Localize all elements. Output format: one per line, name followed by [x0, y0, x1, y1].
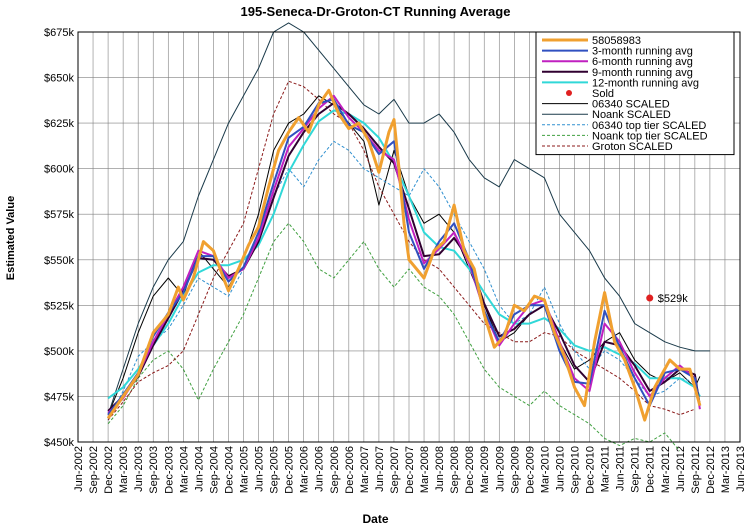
legend-label: 9-month running avg: [592, 67, 693, 79]
y-tick-label: $575k: [44, 209, 74, 221]
chart-title: 195-Seneca-Dr-Groton-CT Running Average: [240, 4, 511, 19]
legend-label: 06340 top tier SCALED: [592, 120, 706, 132]
legend-label: Noank top tier SCALED: [592, 130, 708, 142]
x-tick-label: Mar-2013: [720, 446, 732, 493]
x-tick-label: Dec-2004: [223, 446, 235, 494]
x-tick-label: Jun-2006: [314, 446, 326, 492]
series-line: [107, 94, 701, 414]
x-axis-ticks: Jun-2002 Sep-2002 Dec-2002 Mar-2003 Jun-2003…: [73, 446, 747, 494]
y-tick-label: $450k: [44, 437, 74, 449]
x-tick-label: Mar-2006: [299, 446, 311, 493]
x-tick-label: Sep-2007: [389, 446, 401, 494]
y-tick-label: $550k: [44, 255, 74, 267]
x-tick-label: Mar-2007: [359, 446, 371, 493]
x-tick-label: Jun-2009: [494, 446, 506, 492]
legend-label: 3-month running avg: [592, 46, 693, 58]
x-tick-label: Jun-2002: [73, 446, 85, 492]
x-axis-label: Date: [362, 512, 389, 526]
legend-label: 6-month running avg: [592, 56, 693, 68]
x-tick-label: Jun-2007: [374, 446, 386, 492]
y-axis-ticks: $450k $475k $500k $525k $550k $575k $600k $625k…: [44, 27, 74, 449]
y-tick-label: $600k: [44, 164, 74, 176]
x-tick-label: Jun-2005: [254, 446, 266, 492]
legend-label: 06340 SCALED: [592, 99, 670, 111]
x-tick-label: Mar-2011: [600, 446, 612, 492]
y-tick-label: $475k: [44, 391, 74, 403]
legend-label: Noank SCALED: [592, 109, 671, 121]
x-tick-label: Dec-2003: [163, 446, 175, 494]
x-tick-label: Sep-2003: [148, 446, 160, 494]
legend-label: Sold: [592, 88, 614, 100]
series-line: [107, 80, 696, 421]
x-tick-label: Dec-2011: [645, 446, 657, 493]
x-tick-label: Mar-2005: [239, 446, 251, 493]
legend-label: 58058983: [592, 35, 641, 47]
sold-markers: $529k: [646, 293, 688, 305]
series-line: [107, 222, 681, 452]
sold-point: [646, 294, 654, 302]
x-tick-label: Sep-2002: [88, 446, 100, 494]
x-tick-label: Mar-2004: [178, 446, 190, 493]
x-tick-label: Dec-2002: [103, 446, 115, 494]
x-tick-label: Dec-2010: [585, 446, 597, 494]
x-tick-label: Sep-2012: [690, 446, 702, 494]
legend-label: 12-month running avg: [592, 77, 699, 89]
x-tick-label: Jun-2013: [735, 446, 747, 492]
legend-swatch: [566, 90, 572, 96]
x-tick-label: Mar-2012: [660, 446, 672, 493]
plot-border: [77, 31, 741, 443]
series-line: [107, 140, 701, 421]
series-lines: [106, 22, 710, 452]
x-tick-label: Jun-2012: [675, 446, 687, 492]
x-tick-label: Jun-2004: [193, 446, 205, 492]
y-tick-label: $675k: [44, 27, 74, 39]
series-line: [107, 109, 701, 400]
series-line: [107, 102, 701, 412]
x-tick-label: Mar-2010: [539, 446, 551, 493]
y-tick-label: $525k: [44, 300, 74, 312]
x-tick-label: Jun-2003: [133, 446, 145, 492]
x-tick-label: Dec-2012: [705, 446, 717, 494]
y-tick-label: $500k: [44, 346, 74, 358]
x-tick-label: Sep-2004: [208, 446, 220, 494]
x-tick-label: Sep-2005: [269, 446, 281, 494]
x-tick-label: Dec-2007: [404, 446, 416, 494]
x-tick-label: Jun-2011: [615, 446, 627, 491]
x-tick-label: Sep-2011: [630, 446, 642, 493]
series-line: [106, 88, 702, 422]
y-tick-label: $625k: [44, 118, 74, 130]
x-tick-label: Sep-2006: [329, 446, 341, 494]
sold-annotation: $529k: [658, 293, 688, 305]
x-tick-label: Mar-2009: [479, 446, 491, 493]
series-line: [107, 22, 710, 415]
x-tick-label: Sep-2008: [449, 446, 461, 494]
x-tick-label: Dec-2008: [464, 446, 476, 494]
x-tick-label: Jun-2008: [434, 446, 446, 492]
legend-label: Groton SCALED: [592, 141, 673, 153]
x-tick-label: Sep-2009: [509, 446, 521, 494]
y-tick-label: $650k: [44, 73, 74, 85]
x-tick-label: Jun-2010: [554, 446, 566, 492]
x-tick-label: Dec-2009: [524, 446, 536, 494]
x-tick-label: Mar-2003: [118, 446, 130, 493]
x-tick-label: Dec-2006: [344, 446, 356, 494]
x-tick-label: Mar-2008: [419, 446, 431, 493]
x-tick-label: Sep-2010: [570, 446, 582, 494]
x-tick-label: Dec-2005: [284, 446, 296, 494]
